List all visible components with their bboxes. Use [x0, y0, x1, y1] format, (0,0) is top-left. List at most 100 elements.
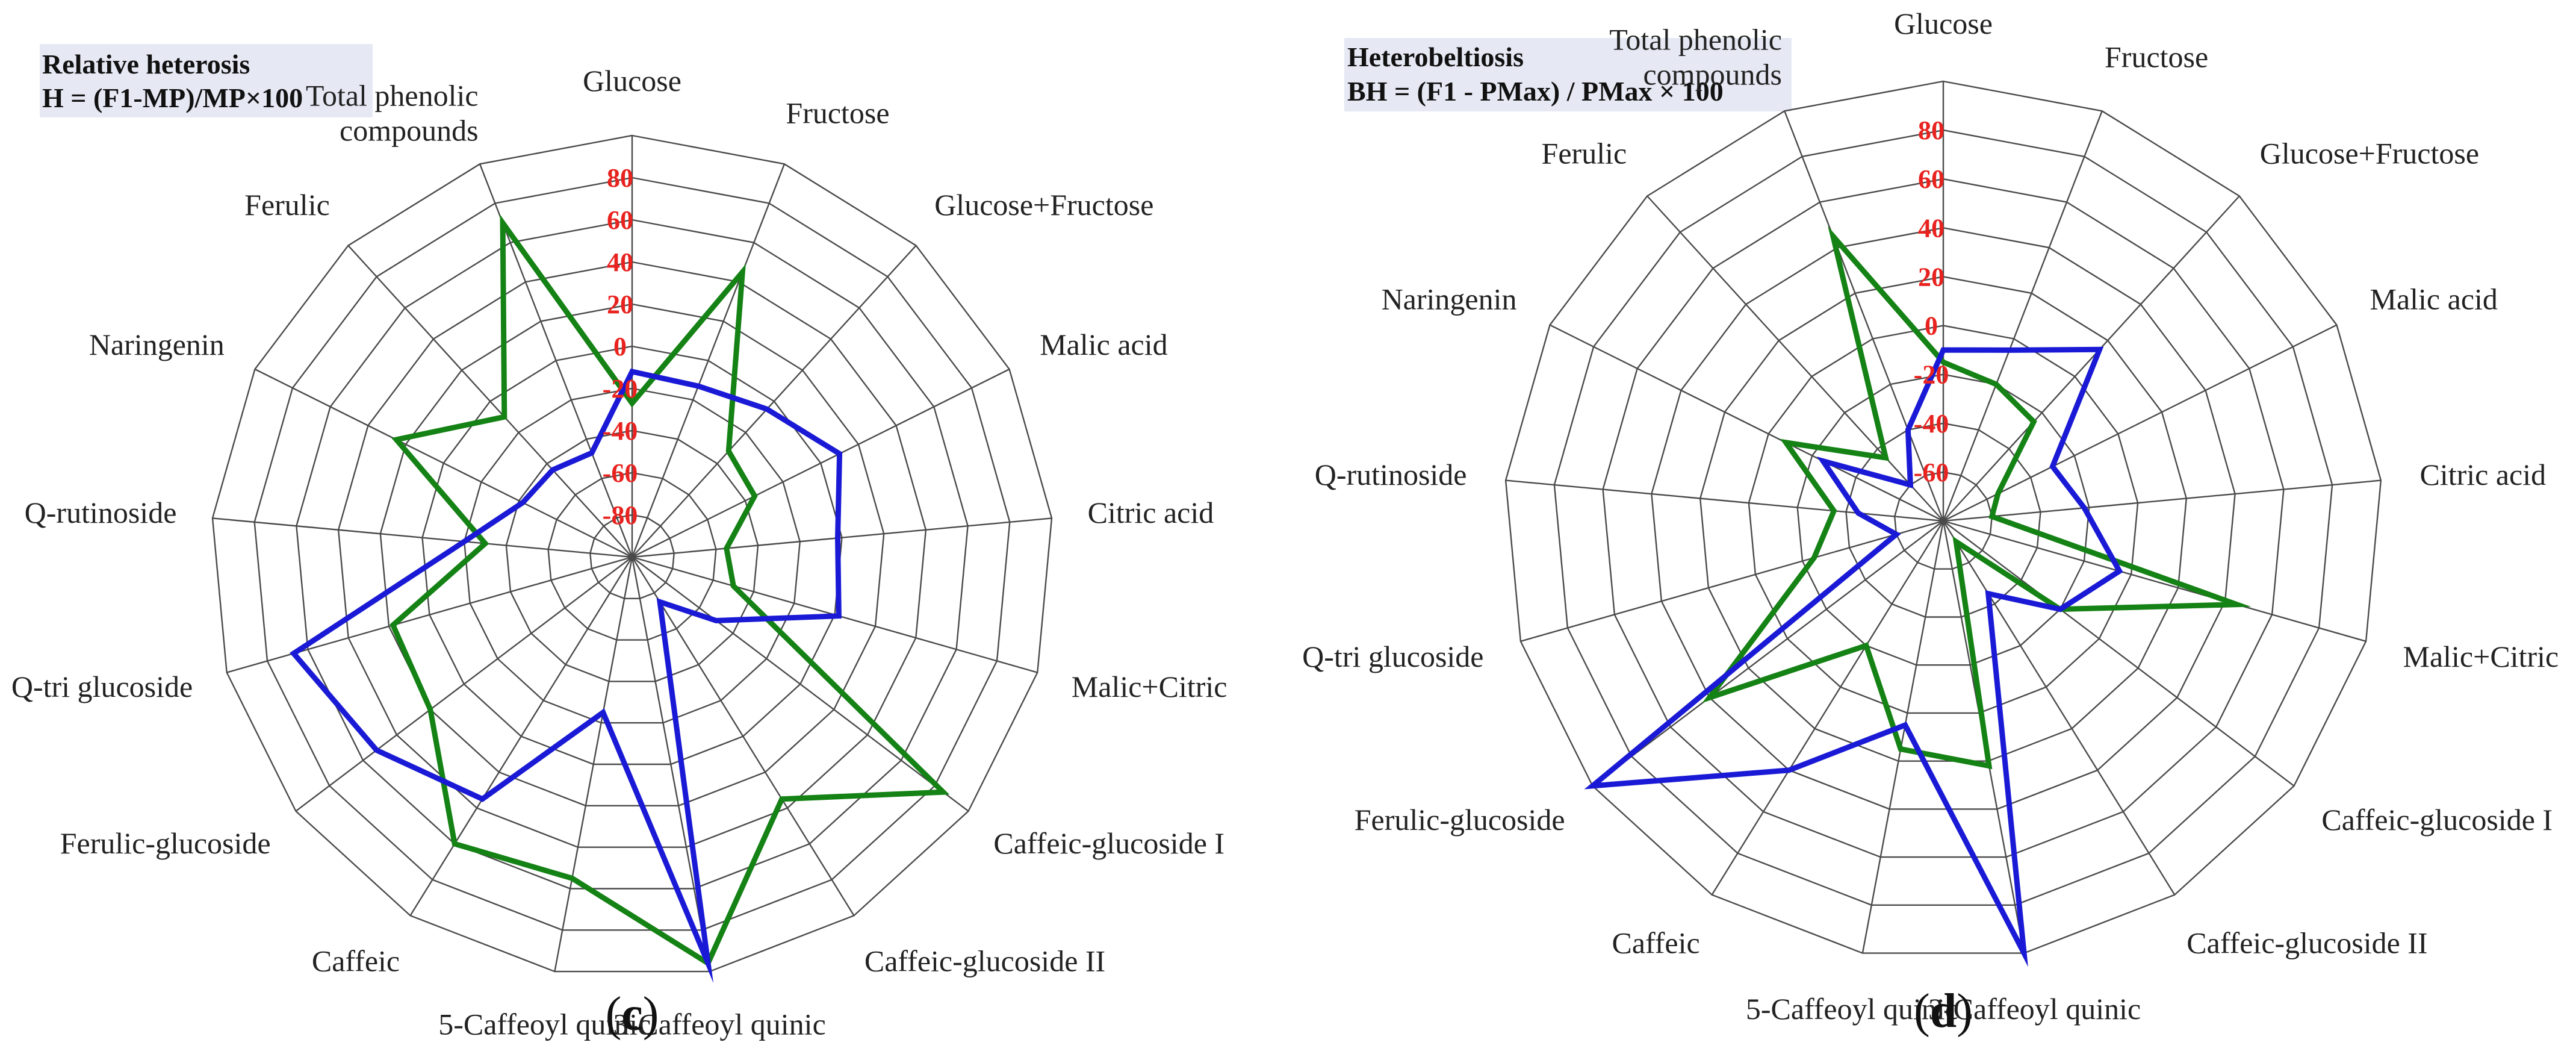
series-0-point-15	[1884, 457, 1887, 460]
series-1-point-0	[631, 370, 633, 373]
category-label-5-line-0: Malic+Citric	[1072, 670, 1227, 703]
grid-spoke-7	[631, 556, 855, 916]
series-0-point-14	[395, 438, 398, 441]
series-1-point-10	[481, 797, 484, 800]
radar-panel-d: Heterobeltiosis BH = (F1 - PMax) / PMax …	[1302, 7, 2559, 1038]
chart-title-c: Relative heterosis	[42, 49, 250, 79]
category-label-8-line-0: 3-Caffeoyl quinic	[1928, 992, 2141, 1026]
category-labels-c: Glucose Fructose Glucose+Fructose Malic aci…	[11, 64, 1227, 1041]
grid-ring-3	[463, 387, 801, 724]
series-0-point-11	[429, 708, 432, 711]
grid-spoke-4	[1943, 479, 2382, 522]
grid-ring-0	[1893, 471, 1993, 570]
tick-label-3: -20	[603, 374, 638, 404]
series-1-point-12	[292, 652, 295, 655]
grid-ring-5	[379, 303, 885, 807]
series-0-point-13	[484, 542, 486, 545]
category-label-9: 5-Caffeoyl quinic	[438, 1008, 651, 1041]
category-label-2-line-0: Glucose+Fructose	[934, 188, 1153, 222]
category-label-7: Caffeic-glucoside II	[2186, 926, 2427, 959]
series-1-point-7	[659, 600, 662, 603]
series-1-point-15	[1909, 484, 1912, 487]
tick-label-6: 60	[1918, 164, 1944, 194]
series-0-point-13	[1833, 510, 1836, 513]
category-label-11: Ferulic-glucoside	[60, 826, 271, 860]
category-label-11-line-0: Ferulic-glucoside	[60, 826, 271, 860]
series-0-point-1	[741, 270, 744, 273]
title-box-c	[40, 44, 373, 117]
category-label-6: Caffeic-glucoside I	[2321, 803, 2553, 837]
series-0-point-9	[1899, 747, 1902, 750]
grid-spoke-4	[632, 517, 1052, 558]
series-0-point-9	[571, 877, 574, 880]
category-label-7: Caffeic-glucoside II	[864, 944, 1105, 978]
category-label-3: Malic acid	[1040, 328, 1167, 361]
series-0-point-10	[453, 843, 456, 846]
grid-spoke-12	[1520, 520, 1944, 642]
category-label-12: Q-tri glucoside	[1302, 640, 1483, 673]
grid-spoke-15	[1646, 195, 1944, 522]
tick-label-3: 0	[1925, 311, 1938, 341]
category-label-16: Total phenolic compounds	[306, 78, 479, 147]
category-label-10-line-0: Caffeic	[1612, 926, 1699, 959]
tick-label-1: -40	[1914, 409, 1949, 438]
series-1-point-11	[1591, 784, 1594, 787]
series-line-1	[290, 368, 843, 984]
series-0-point-7	[780, 797, 783, 800]
grid-ring-7	[1553, 129, 2333, 906]
panel-tag-c: (c)	[606, 988, 659, 1041]
grid-spoke-1	[631, 163, 786, 558]
radar-grid-c	[211, 134, 1053, 973]
category-label-1-line-0: Fructose	[2105, 40, 2208, 74]
category-label-4: Citric acid	[2420, 458, 2547, 491]
category-label-5: Malic+Citric	[1072, 670, 1227, 703]
grid-spoke-6	[632, 556, 969, 812]
tick-label-4: 20	[1918, 262, 1944, 291]
series-layer-d	[1584, 226, 2252, 967]
series-layer-c	[290, 214, 950, 984]
grid-spoke-14	[254, 368, 633, 558]
grid-spoke-5	[1943, 520, 2367, 642]
category-label-3: Malic acid	[2370, 282, 2498, 316]
grid-ring-9	[211, 134, 1053, 973]
series-1-point-13	[1857, 511, 1860, 514]
category-label-7-line-0: Caffeic-glucoside II	[2186, 926, 2427, 959]
series-1-point-8	[707, 962, 710, 965]
category-label-2-line-0: Glucose+Fructose	[2260, 136, 2479, 170]
series-1-point-14	[521, 501, 524, 504]
grid-spoke-8	[631, 556, 710, 972]
tick-label-5: 40	[1918, 213, 1944, 243]
grid-spoke-9	[554, 556, 633, 972]
chart-title-d: Heterobeltiosis	[1347, 42, 1524, 72]
category-label-2: Glucose+Fructose	[934, 188, 1153, 222]
category-label-4: Citric acid	[1088, 496, 1214, 529]
category-label-6-line-0: Caffeic-glucoside I	[993, 826, 1224, 860]
category-label-6: Caffeic-glucoside I	[993, 826, 1224, 860]
category-label-16-line-0: Total phenolic	[1609, 23, 1782, 57]
category-label-0: Glucose	[1894, 7, 1993, 40]
category-label-8-line-0: 3-Caffeoyl quinic	[613, 1008, 826, 1041]
series-1-point-12	[1895, 533, 1898, 536]
series-1-point-1	[697, 385, 700, 388]
category-label-16-line-0: Total phenolic	[306, 78, 479, 112]
panel-letter-d: d	[1930, 985, 1957, 1038]
series-1-point-2	[2098, 348, 2101, 351]
series-0-point-15	[503, 416, 506, 419]
series-1-point-5	[2118, 570, 2121, 573]
grid-ring-5	[1651, 227, 2236, 810]
radar-grid-d	[1504, 80, 2382, 954]
series-0-point-3	[753, 494, 756, 497]
tick-label-2: -20	[1914, 360, 1949, 390]
series-0-point-2	[2032, 420, 2035, 423]
category-label-10: Caffeic	[1612, 926, 1699, 959]
grid-spoke-14	[1549, 324, 1944, 522]
category-label-9-line-0: 5-Caffeoyl quinic	[1746, 992, 1958, 1026]
series-0-point-14	[1784, 441, 1787, 444]
radial-ticks-d: -60 -40 -20 0 20 40 60 80	[1914, 116, 1949, 487]
category-label-10: Caffeic	[312, 944, 400, 978]
category-label-12-line-0: Q-tri glucoside	[1302, 640, 1483, 673]
category-label-4-line-0: Citric acid	[2420, 458, 2547, 491]
series-1-point-16	[1907, 428, 1910, 431]
category-label-0: Glucose	[583, 64, 681, 98]
